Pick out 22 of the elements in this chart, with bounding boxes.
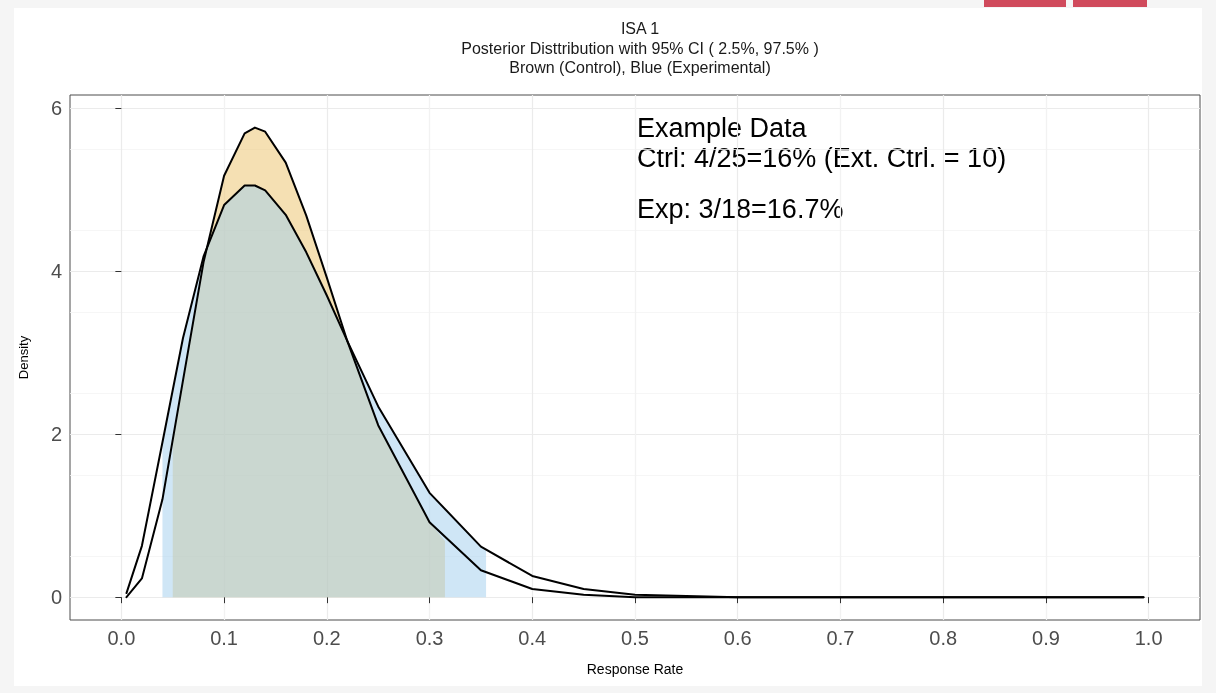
annotation: Ctrl: 4/25=16% (Ext. Ctrl. = 10) — [637, 142, 1007, 173]
annotation: Exp: 3/18=16.7% — [637, 193, 844, 224]
x-tick-label: 0.0 — [107, 627, 136, 649]
chart-title: ISA 1 — [620, 20, 660, 37]
x-tick-label: 0.6 — [723, 627, 752, 649]
x-tick-label: 0.5 — [621, 627, 649, 649]
chart-subtitle: Posterior Disttribution with 95% CI ( 2.5%, 97.5% ) Brown (Control), Blue (Experimental) — [461, 40, 819, 76]
x-tick-label: 0.3 — [415, 627, 444, 649]
x-tick-label: 0.8 — [929, 627, 958, 649]
x-tick-label: 0.4 — [518, 627, 547, 649]
y-tick-label: 4 — [50, 260, 62, 283]
y-tick-label: 6 — [50, 97, 62, 120]
y-tick-label: 0 — [50, 586, 62, 609]
annotation: Example Data — [637, 112, 808, 143]
x-tick-label: 1.0 — [1134, 627, 1163, 649]
x-tick-label: 0.1 — [210, 627, 238, 649]
x-tick-label: 0.7 — [826, 627, 855, 649]
y-axis-title: Density — [16, 335, 31, 380]
y-tick-label: 2 — [50, 423, 62, 446]
x-tick-label: 0.2 — [312, 627, 341, 649]
x-axis-title: Response Rate — [586, 661, 684, 677]
x-tick-label: 0.9 — [1032, 627, 1060, 649]
